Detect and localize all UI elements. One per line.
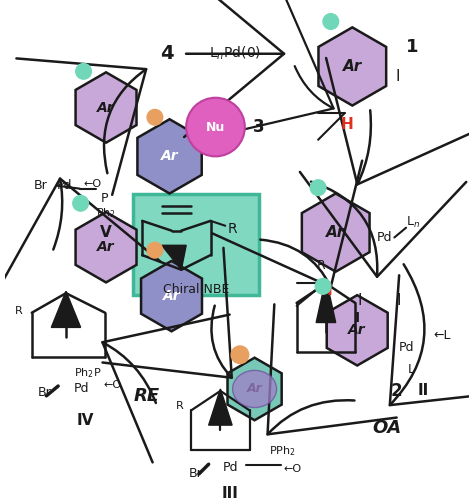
Text: II: II	[418, 384, 429, 398]
Circle shape	[147, 110, 163, 125]
FancyArrowPatch shape	[102, 248, 232, 378]
Text: P: P	[101, 192, 109, 205]
Polygon shape	[141, 261, 202, 332]
Polygon shape	[75, 72, 137, 142]
Text: Ar: Ar	[163, 289, 180, 303]
Polygon shape	[75, 212, 137, 282]
FancyArrowPatch shape	[102, 314, 229, 462]
Text: L$_n$: L$_n$	[406, 216, 420, 230]
Polygon shape	[327, 295, 388, 366]
Text: Pd: Pd	[74, 382, 89, 396]
Text: R: R	[227, 222, 237, 235]
FancyArrowPatch shape	[207, 0, 334, 138]
Text: Br: Br	[37, 386, 51, 400]
Polygon shape	[137, 119, 202, 194]
Text: H: H	[319, 284, 332, 298]
Text: H: H	[341, 118, 354, 132]
Polygon shape	[302, 194, 370, 272]
Polygon shape	[51, 291, 81, 328]
Text: I: I	[355, 311, 360, 325]
Text: ←O: ←O	[284, 464, 302, 474]
Text: L: L	[408, 363, 415, 376]
Text: Ar: Ar	[326, 225, 346, 240]
FancyArrowPatch shape	[212, 160, 362, 287]
Text: Ar: Ar	[97, 100, 115, 114]
Text: Nu: Nu	[206, 120, 225, 134]
Text: Pd: Pd	[56, 179, 72, 192]
Text: Pd: Pd	[222, 460, 238, 473]
Text: I: I	[395, 68, 400, 84]
Polygon shape	[209, 389, 232, 425]
Text: ←O: ←O	[83, 178, 102, 188]
Text: III: III	[222, 486, 238, 500]
Text: V: V	[100, 225, 112, 240]
Text: Pd: Pd	[398, 342, 414, 354]
Text: OA: OA	[372, 419, 401, 437]
Text: R: R	[15, 306, 23, 316]
Polygon shape	[319, 28, 386, 106]
FancyBboxPatch shape	[133, 194, 258, 295]
Text: R: R	[175, 400, 183, 410]
Text: Br: Br	[189, 468, 203, 480]
Text: PPh$_2$: PPh$_2$	[269, 444, 296, 458]
Text: 2: 2	[391, 382, 402, 400]
Text: Ph$_2$: Ph$_2$	[96, 206, 116, 220]
FancyArrowPatch shape	[17, 58, 146, 195]
FancyArrowPatch shape	[326, 58, 474, 184]
Text: 4: 4	[160, 44, 173, 64]
Circle shape	[310, 180, 326, 196]
FancyArrowPatch shape	[300, 172, 466, 277]
Polygon shape	[228, 358, 282, 420]
Text: I: I	[358, 293, 363, 308]
FancyArrowPatch shape	[0, 178, 160, 292]
Text: RE: RE	[134, 387, 160, 405]
Circle shape	[323, 14, 338, 30]
Text: Ar: Ar	[161, 150, 178, 164]
Text: Chiral NBE: Chiral NBE	[163, 283, 229, 296]
Text: ←O: ←O	[103, 380, 121, 390]
Text: Pd: Pd	[377, 231, 392, 244]
Text: Ar: Ar	[348, 324, 366, 338]
Ellipse shape	[233, 370, 277, 408]
Polygon shape	[316, 278, 336, 322]
FancyArrowPatch shape	[390, 264, 474, 405]
Text: Br: Br	[34, 179, 47, 192]
Circle shape	[186, 98, 245, 156]
Text: L$_n$Pd(0): L$_n$Pd(0)	[209, 45, 261, 62]
Text: ←L: ←L	[433, 328, 451, 342]
Polygon shape	[162, 246, 186, 270]
Text: I: I	[397, 293, 401, 308]
Circle shape	[73, 196, 89, 211]
Text: Ar: Ar	[343, 59, 362, 74]
Text: Ph$_2$P: Ph$_2$P	[74, 366, 101, 380]
Text: IV: IV	[77, 412, 94, 428]
Text: 3: 3	[253, 118, 264, 136]
Text: Ar: Ar	[246, 382, 263, 396]
Text: 1: 1	[406, 38, 419, 56]
FancyArrowPatch shape	[267, 304, 397, 434]
Text: R: R	[317, 258, 326, 272]
Circle shape	[315, 278, 331, 294]
FancyArrowPatch shape	[184, 0, 284, 137]
Text: Ar: Ar	[97, 240, 115, 254]
Circle shape	[76, 64, 91, 79]
Circle shape	[147, 242, 163, 258]
Circle shape	[231, 346, 249, 364]
